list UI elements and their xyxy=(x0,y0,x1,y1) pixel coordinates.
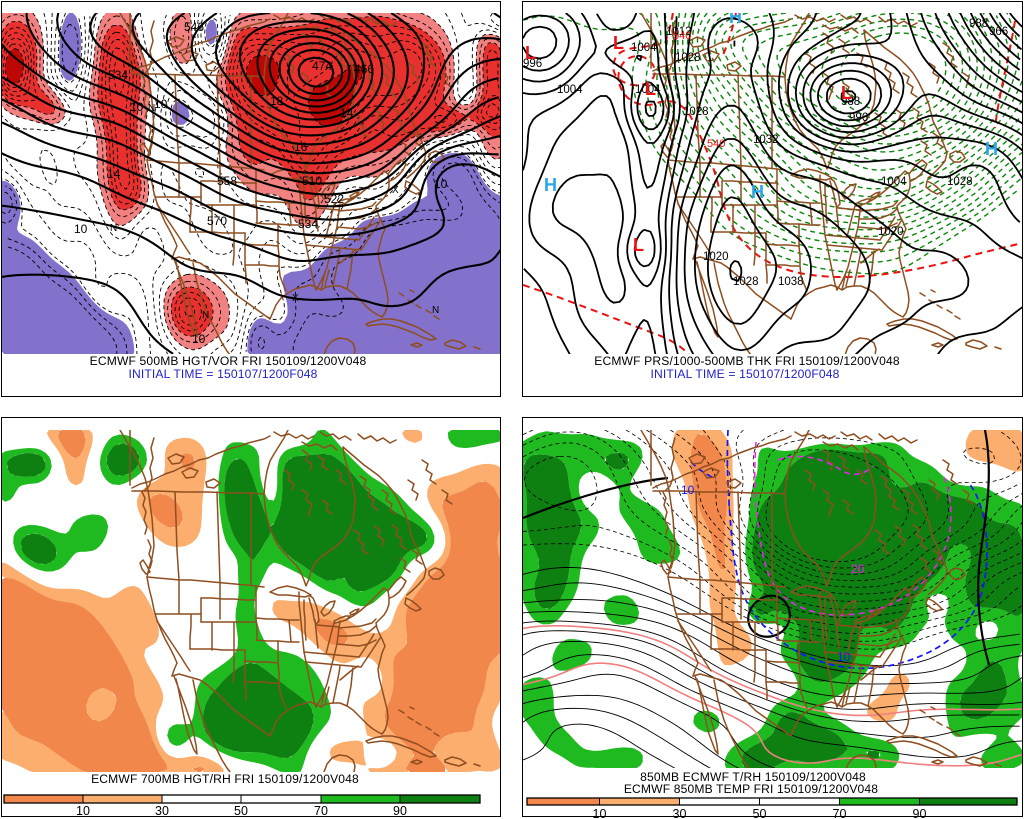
svg-text:N: N xyxy=(432,305,439,316)
svg-text:14: 14 xyxy=(340,106,354,120)
svg-text:1020: 1020 xyxy=(878,226,904,238)
svg-text:10: 10 xyxy=(154,97,168,111)
svg-text:30: 30 xyxy=(673,807,687,819)
svg-text:N: N xyxy=(110,223,117,234)
svg-text:20: 20 xyxy=(851,562,865,576)
svg-text:L: L xyxy=(525,43,536,63)
svg-text:1004: 1004 xyxy=(635,84,661,96)
svg-text:966: 966 xyxy=(989,26,1008,38)
svg-text:10: 10 xyxy=(681,483,695,497)
svg-text:988: 988 xyxy=(841,96,860,108)
svg-text:70: 70 xyxy=(314,804,328,818)
svg-text:H: H xyxy=(544,175,557,195)
svg-text:10: 10 xyxy=(593,807,607,819)
svg-text:N: N xyxy=(202,310,209,321)
svg-text:1004: 1004 xyxy=(881,176,907,188)
svg-text:1028: 1028 xyxy=(675,52,701,64)
svg-text:1004: 1004 xyxy=(557,84,583,96)
svg-text:540: 540 xyxy=(673,30,691,42)
svg-text:474: 474 xyxy=(312,59,332,73)
svg-text:50: 50 xyxy=(753,807,767,819)
svg-text:988: 988 xyxy=(969,18,988,30)
svg-text:X: X xyxy=(392,185,399,196)
svg-text:10: 10 xyxy=(130,100,144,114)
svg-text:90: 90 xyxy=(393,804,407,818)
svg-text:1028: 1028 xyxy=(733,276,759,288)
svg-text:996: 996 xyxy=(523,58,542,70)
svg-text:534: 534 xyxy=(108,68,128,82)
svg-text:522: 522 xyxy=(324,192,344,206)
svg-text:466: 466 xyxy=(354,62,374,76)
svg-text:50: 50 xyxy=(234,804,248,818)
svg-text:1004: 1004 xyxy=(631,42,657,54)
svg-text:10: 10 xyxy=(434,177,448,191)
svg-text:H: H xyxy=(985,139,998,159)
svg-text:18: 18 xyxy=(270,94,284,108)
svg-text:H: H xyxy=(751,182,764,202)
svg-text:90: 90 xyxy=(913,807,927,819)
svg-text:540: 540 xyxy=(707,138,725,150)
svg-text:L: L xyxy=(645,79,656,99)
svg-text:N: N xyxy=(148,103,155,114)
svg-text:1020: 1020 xyxy=(703,251,729,263)
svg-text:30: 30 xyxy=(155,804,169,818)
svg-text:10: 10 xyxy=(74,222,88,236)
svg-text:546: 546 xyxy=(184,20,204,34)
svg-text:L: L xyxy=(633,235,644,255)
svg-text:10: 10 xyxy=(192,332,206,346)
svg-text:534: 534 xyxy=(298,217,318,231)
svg-text:570: 570 xyxy=(207,214,227,228)
svg-text:1028: 1028 xyxy=(683,106,709,118)
svg-text:558: 558 xyxy=(217,174,237,188)
svg-text:10: 10 xyxy=(76,804,90,818)
svg-text:996: 996 xyxy=(849,112,868,124)
svg-text:70: 70 xyxy=(833,807,847,819)
svg-text:1038: 1038 xyxy=(778,276,804,288)
svg-text:1032: 1032 xyxy=(753,134,779,146)
svg-text:10: 10 xyxy=(837,650,851,664)
svg-text:L: L xyxy=(613,33,624,53)
svg-text:H: H xyxy=(729,13,742,27)
svg-text:510: 510 xyxy=(302,174,322,188)
svg-text:1012: 1012 xyxy=(666,26,692,38)
svg-text:L: L xyxy=(841,83,852,103)
svg-text:16: 16 xyxy=(294,140,308,154)
svg-text:X: X xyxy=(292,293,299,304)
svg-text:1028: 1028 xyxy=(947,176,973,188)
svg-text:14: 14 xyxy=(107,167,121,181)
